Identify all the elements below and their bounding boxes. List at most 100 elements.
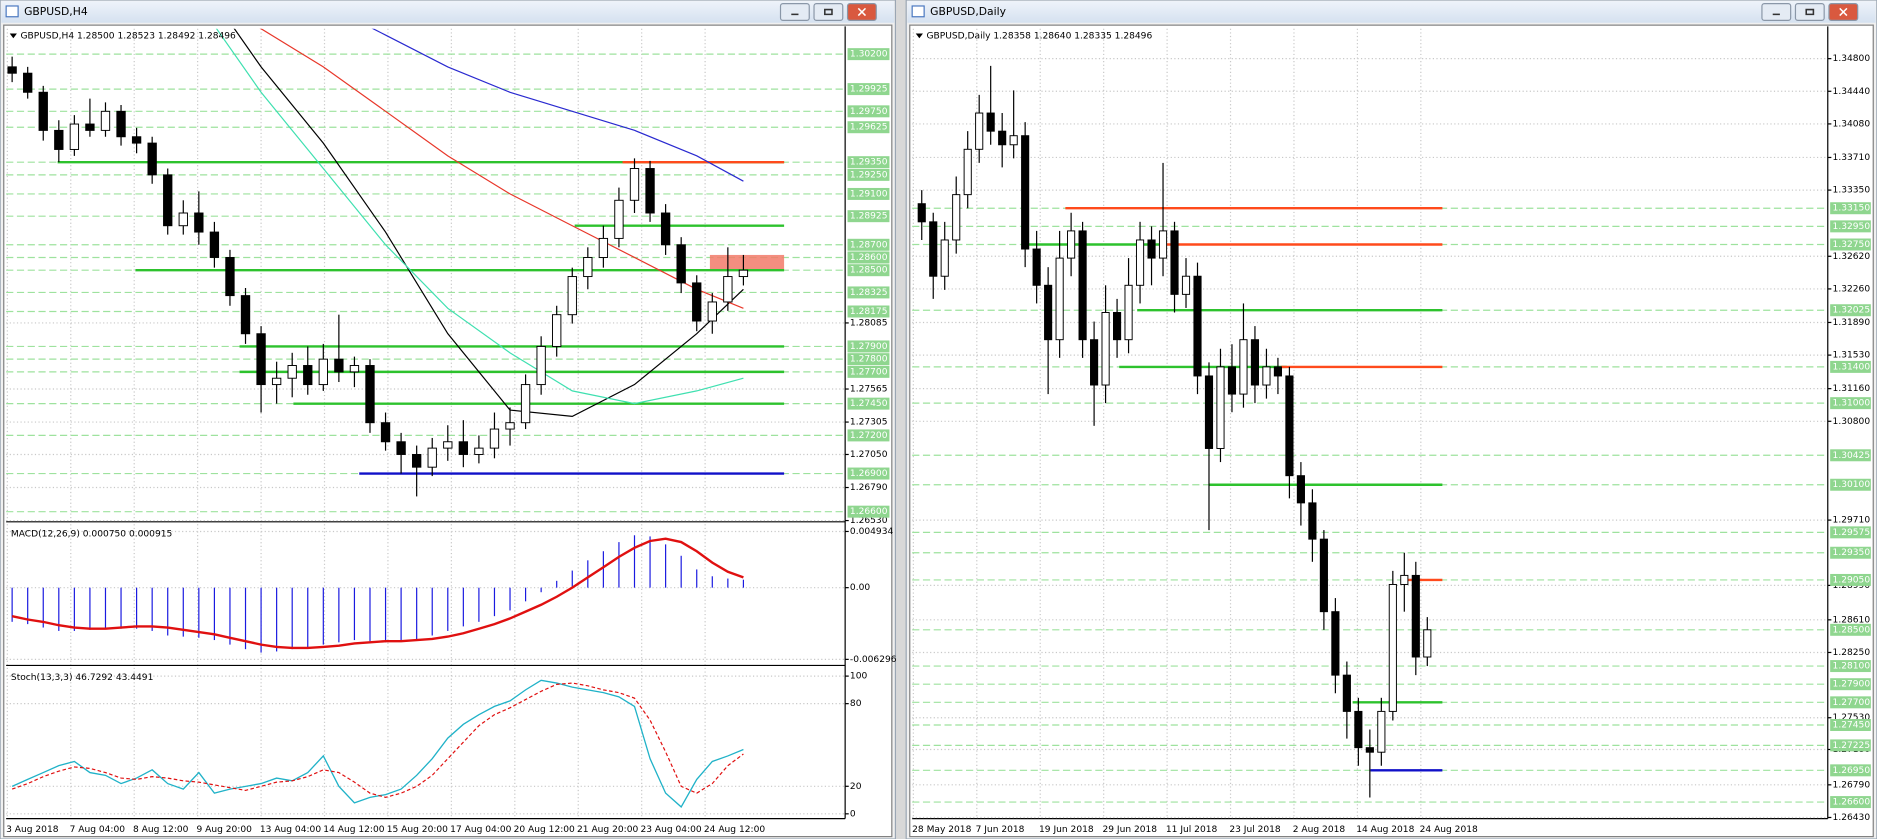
level-label-box [847,187,890,200]
level-label: 1.28925 [850,212,888,222]
candle [1078,221,1087,358]
close-icon[interactable] [1839,7,1848,17]
level-label-box [1830,696,1871,709]
candle [365,359,375,433]
level-label: 1.29925 [850,85,888,95]
stoch-signal [11,682,744,798]
candle-body [240,295,251,335]
level-label: 1.28600 [850,253,888,263]
candle-body [1365,747,1374,753]
candle-body [334,358,344,373]
candle-body [583,257,593,278]
candle-body [520,384,531,424]
date-label: 7 Aug 04:00 [70,825,126,835]
candle-body [396,441,406,455]
indicator-label: Stoch(13,3,3) 46.7292 43.4491 [11,673,153,683]
candle-body [738,269,749,278]
candle-body [707,301,717,322]
price-label: 1.32260 [1833,284,1871,294]
candle [225,249,235,306]
date-label: 24 Aug 12:00 [704,825,765,835]
maximize-button-face[interactable] [813,2,844,21]
date-label: 23 Jul 2018 [1229,825,1281,835]
candle-body [1239,339,1248,395]
candle-body [940,239,949,277]
candle-body [1216,366,1225,449]
candle-body [1124,284,1133,341]
level-label: 1.29625 [850,123,888,133]
price-label: 1.28085 [850,318,888,328]
level-label-box [1830,304,1871,317]
date-label: 19 Jun 2018 [1039,825,1094,835]
candle-body [85,123,95,131]
level-label-box [847,238,890,251]
maximize-button[interactable] [1794,2,1825,21]
level-label-box [1830,719,1871,731]
minimize-button[interactable] [779,2,810,21]
candle [318,343,328,391]
level-label-box [1830,478,1871,491]
indicator-label: MACD(12,26,9) 0.000750 0.000915 [11,529,172,539]
candle [412,445,422,497]
candle-body [380,422,391,443]
candle-body [952,194,961,241]
level-label-box [1830,678,1871,691]
minimize-button-face[interactable] [779,2,810,21]
candle-body [1342,674,1351,712]
candle-body [536,345,546,386]
candle [1055,230,1064,358]
candle-body [1181,275,1191,295]
candle-body [629,168,640,201]
candle-body [1067,230,1076,259]
level-label: 1.31000 [1833,399,1871,409]
candle-body [723,276,733,303]
level-label-box [847,168,890,181]
candle [458,420,469,468]
candle-body [1009,135,1018,146]
candle [692,275,702,332]
candle [567,267,577,324]
candle [676,237,686,294]
date-label: 9 Aug 20:00 [196,825,252,835]
level-label-box [847,83,890,96]
date-label: 29 Jun 2018 [1102,825,1157,835]
candle-body [225,257,235,297]
date-label: 21 Aug 20:00 [577,825,638,835]
candle-body [929,221,938,277]
close-button[interactable] [1828,2,1859,21]
level-label-box [847,365,890,378]
candle [23,66,33,99]
candle-body [975,112,984,150]
candle-body [1319,538,1328,613]
candle-body [474,447,484,455]
candle-body [1273,366,1282,377]
candle-body [271,377,282,386]
minimize-button-face[interactable] [1761,2,1792,21]
level-label: 1.30200 [850,50,888,60]
candle-body [986,112,995,132]
close-icon[interactable] [857,7,867,17]
maximize-button-face[interactable] [1794,2,1825,21]
level-label: 1.29350 [1833,548,1871,558]
minimize-button[interactable] [1761,2,1792,21]
date-label: 13 Aug 04:00 [260,825,321,835]
candle [1296,462,1305,526]
candle-body [147,142,157,176]
candle [1009,90,1018,159]
maximize-button[interactable] [813,2,844,21]
candle [998,113,1007,168]
level-label: 1.28500 [1833,625,1871,635]
maximize-icon[interactable] [824,8,833,16]
level-label: 1.29100 [850,189,888,199]
candle-body [1170,230,1179,295]
candle [1135,221,1145,304]
candle-body [1227,366,1237,395]
price-plot [7,28,785,497]
close-button[interactable] [846,2,877,21]
candle [1032,230,1041,304]
candle-body [1388,583,1397,712]
candle-body [116,110,126,138]
candle [1262,348,1271,399]
level-label: 1.26900 [850,469,888,479]
maximize-icon[interactable] [1805,8,1815,16]
